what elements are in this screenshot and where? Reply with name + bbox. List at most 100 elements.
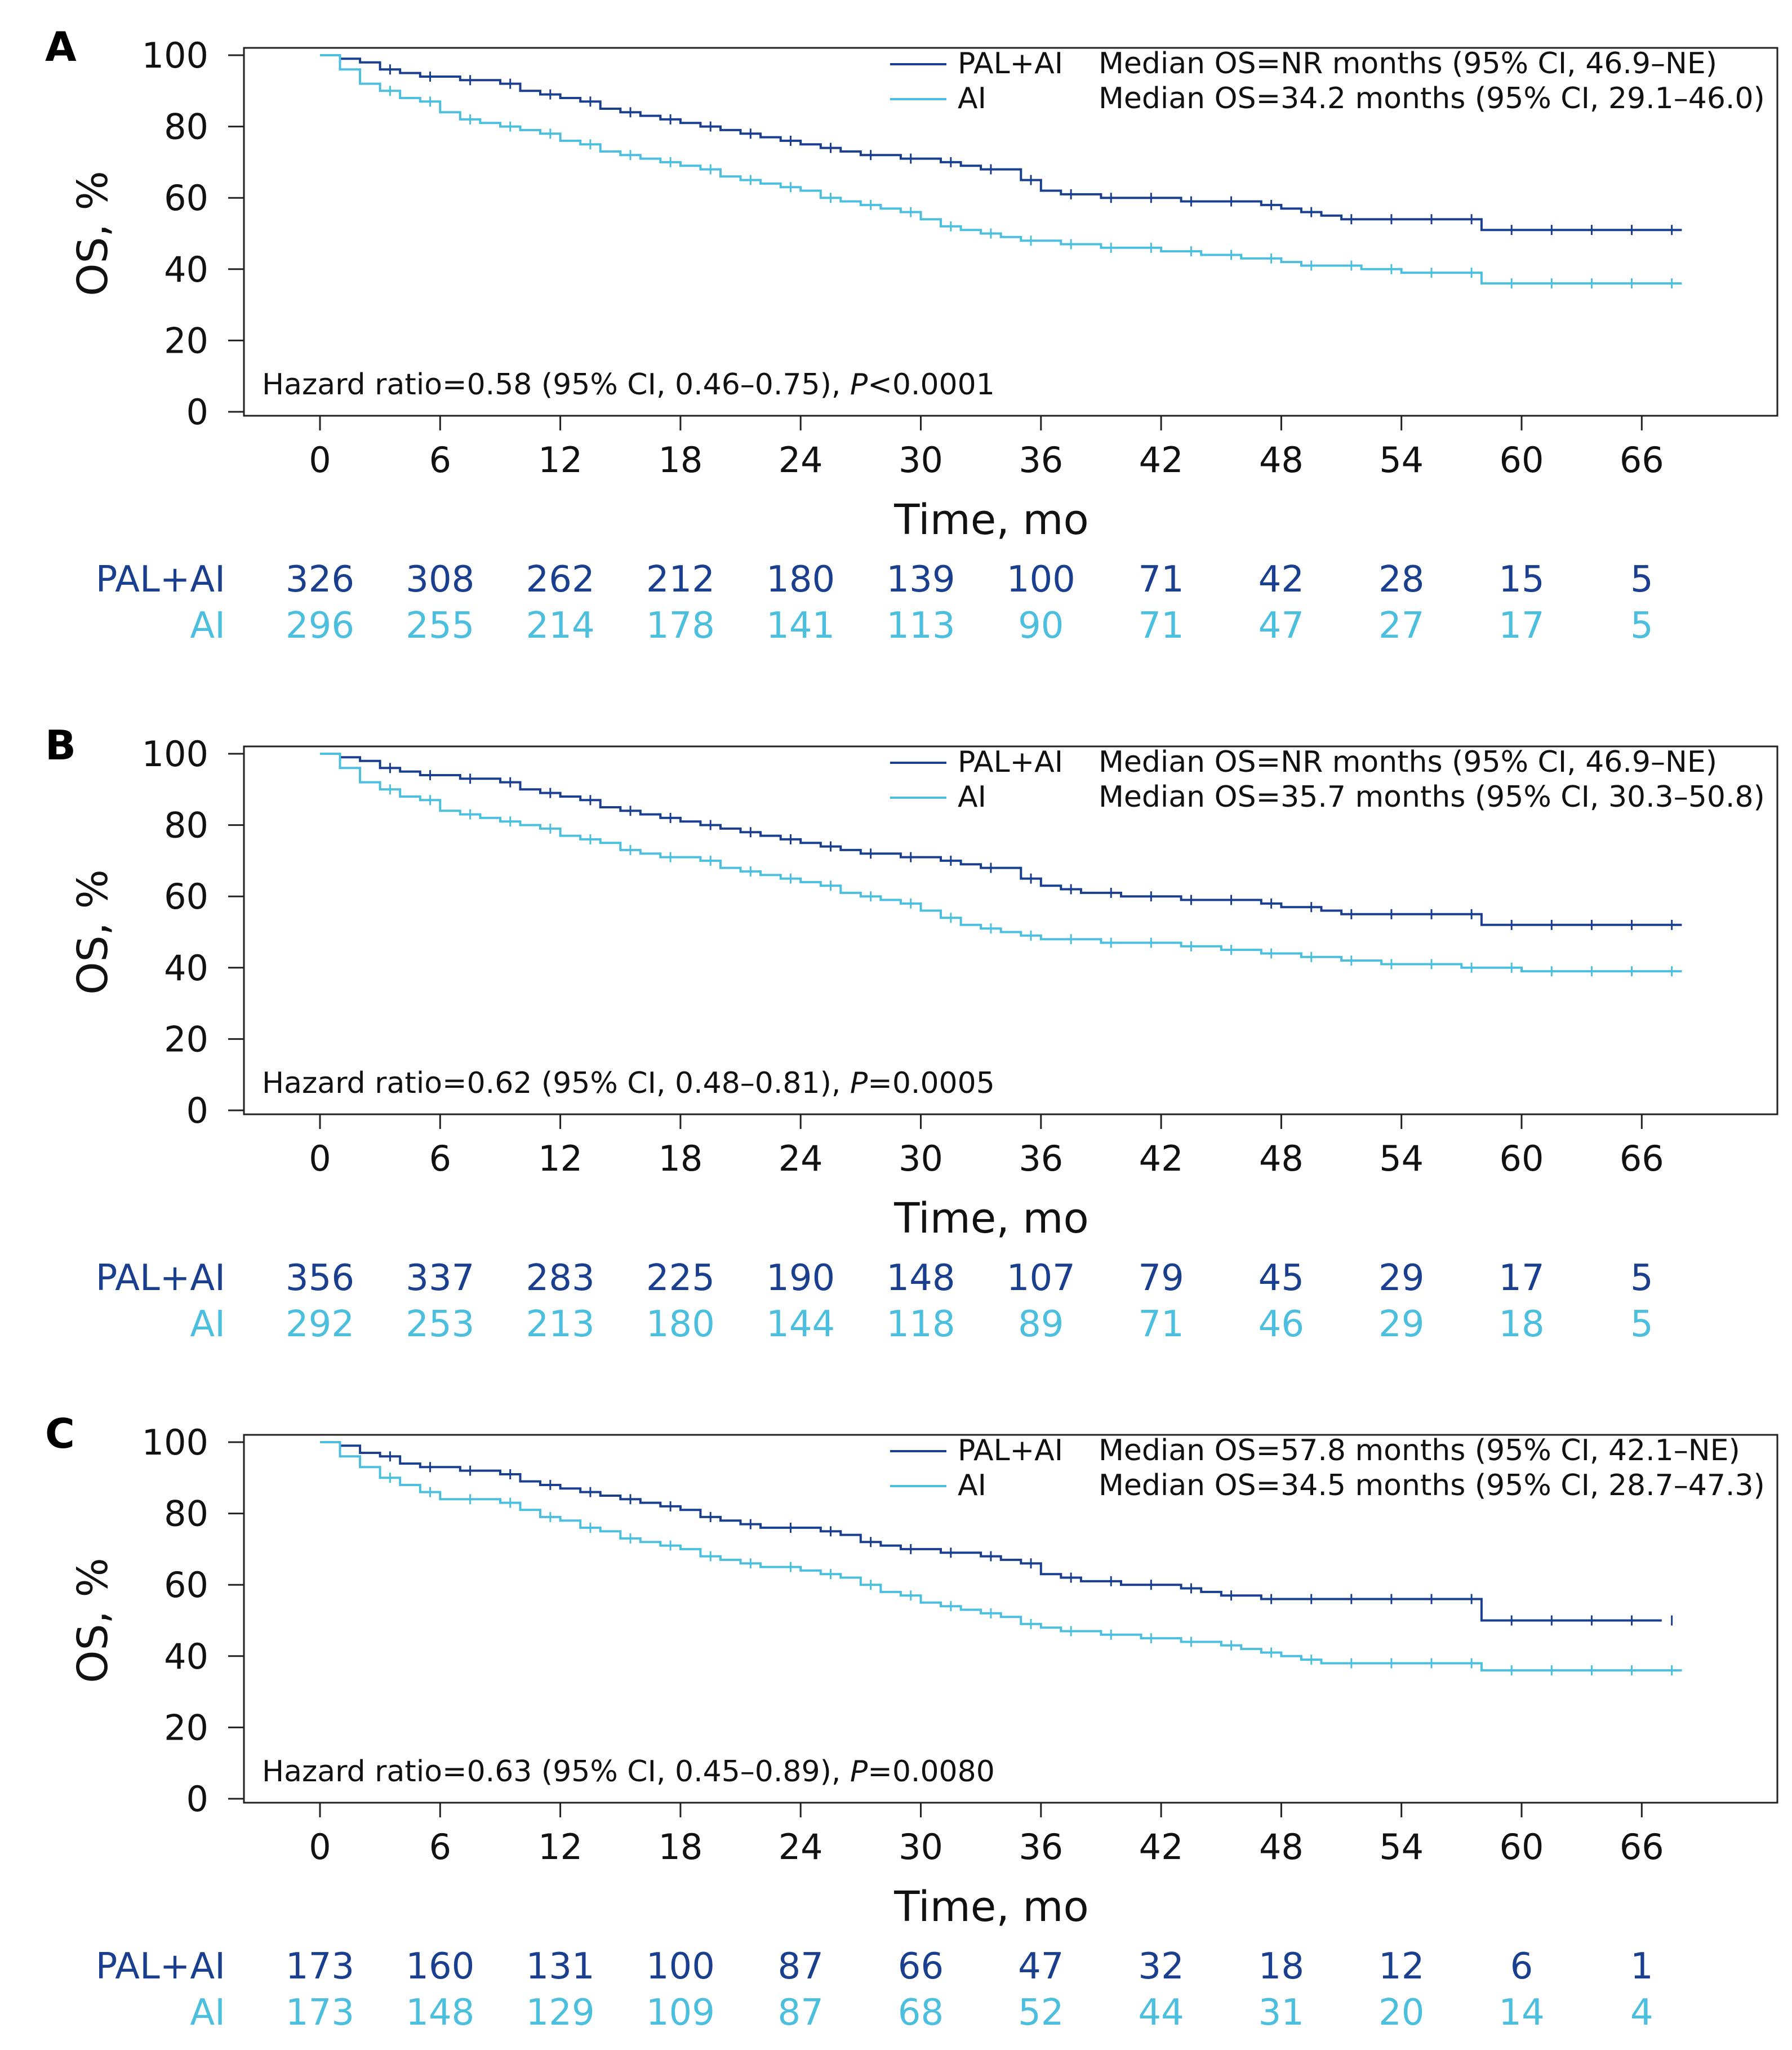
x-tick-label: 6 bbox=[429, 1826, 451, 1867]
at-risk-count: 141 bbox=[766, 605, 835, 647]
at-risk-count: 79 bbox=[1138, 1257, 1184, 1299]
at-risk-count: 178 bbox=[646, 605, 715, 647]
legend-median: Median OS=35.7 months (95% CI, 30.3–50.8… bbox=[1099, 780, 1765, 814]
y-tick-label: 80 bbox=[164, 805, 208, 846]
censor-marks-pal-ai bbox=[389, 64, 1673, 235]
at-risk-count: 5 bbox=[1630, 559, 1653, 601]
hr-p-value: <0.0001 bbox=[868, 368, 995, 402]
y-tick-label: 60 bbox=[164, 177, 208, 219]
x-tick-label: 6 bbox=[429, 439, 451, 481]
at-risk-count: 144 bbox=[766, 1304, 835, 1345]
x-tick-label: 48 bbox=[1259, 1138, 1304, 1179]
at-risk-count: 262 bbox=[526, 559, 595, 601]
at-risk-count: 71 bbox=[1138, 605, 1184, 647]
x-tick-label: 36 bbox=[1019, 1826, 1063, 1867]
y-tick-label: 60 bbox=[164, 876, 208, 917]
panel-b: B 0 20 40 60 80 100 OS, % 0 6 12 18 24 30 36 42 48 54 60 66… bbox=[45, 722, 1778, 1345]
at-risk-count: 173 bbox=[286, 1946, 354, 1987]
at-risk-count: 12 bbox=[1379, 1946, 1424, 1987]
x-tick-label: 48 bbox=[1259, 1826, 1304, 1867]
x-tick-label: 0 bbox=[309, 1138, 331, 1179]
plot-frame bbox=[243, 745, 1778, 1115]
x-tick-label: 60 bbox=[1500, 1138, 1544, 1179]
at-risk-label: AI bbox=[190, 605, 225, 647]
x-tick-label: 24 bbox=[779, 1826, 823, 1867]
at-risk-count: 190 bbox=[766, 1257, 835, 1299]
at-risk-count: 4 bbox=[1630, 1992, 1653, 2034]
at-risk-count: 1 bbox=[1630, 1946, 1653, 1987]
x-tick-label: 30 bbox=[899, 1826, 943, 1867]
at-risk-count: 47 bbox=[1259, 605, 1304, 647]
x-tick-label: 42 bbox=[1139, 1826, 1184, 1867]
at-risk-count: 337 bbox=[406, 1257, 474, 1299]
at-risk-count: 47 bbox=[1018, 1946, 1064, 1987]
hr-p-value: =0.0080 bbox=[868, 1755, 995, 1789]
x-tick-label: 54 bbox=[1379, 1826, 1424, 1867]
at-risk-count: 44 bbox=[1138, 1992, 1184, 2034]
legend-median: Median OS=NR months (95% CI, 46.9–NE) bbox=[1099, 47, 1717, 81]
at-risk-count: 212 bbox=[646, 559, 715, 601]
legend-name: AI bbox=[958, 82, 986, 115]
hr-p-label: P bbox=[850, 1755, 868, 1789]
at-risk-count: 5 bbox=[1630, 605, 1653, 647]
km-curve-ai bbox=[320, 1441, 1682, 1672]
x-tick-label: 18 bbox=[658, 439, 702, 481]
y-tick-label: 40 bbox=[164, 249, 208, 290]
x-tick-label: 18 bbox=[658, 1826, 702, 1867]
x-tick-label: 30 bbox=[899, 439, 943, 481]
at-risk-count: 71 bbox=[1138, 1304, 1184, 1345]
at-risk-count: 27 bbox=[1379, 605, 1424, 647]
km-curve-pal-ai bbox=[320, 753, 1682, 926]
y-tick-label: 0 bbox=[186, 1090, 208, 1131]
at-risk-count: 14 bbox=[1498, 1992, 1544, 2034]
x-tick-label: 18 bbox=[658, 1138, 702, 1179]
at-risk-count: 100 bbox=[646, 1946, 715, 1987]
panel-label: C bbox=[45, 1410, 75, 1457]
at-risk-count: 46 bbox=[1259, 1304, 1304, 1345]
legend-name: PAL+AI bbox=[958, 47, 1063, 81]
km-curve-ai bbox=[320, 753, 1682, 973]
x-tick-label: 12 bbox=[538, 1826, 582, 1867]
at-risk-count: 225 bbox=[646, 1257, 715, 1299]
hazard-ratio-annotation: Hazard ratio=0.62 (95% CI, 0.48–0.81), P… bbox=[262, 1066, 995, 1100]
x-tick-label: 42 bbox=[1139, 439, 1184, 481]
y-axis-title: OS, % bbox=[69, 171, 117, 296]
at-risk-label: PAL+AI bbox=[96, 1946, 225, 1987]
at-risk-count: 139 bbox=[886, 559, 955, 601]
x-tick-label: 54 bbox=[1379, 439, 1424, 481]
km-curve-pal-ai bbox=[320, 1441, 1662, 1622]
at-risk-count: 100 bbox=[1007, 559, 1075, 601]
at-risk-count: 20 bbox=[1379, 1992, 1424, 2034]
at-risk-count: 29 bbox=[1379, 1257, 1424, 1299]
at-risk-count: 68 bbox=[898, 1992, 944, 2034]
at-risk-count: 109 bbox=[646, 1992, 715, 2034]
at-risk-count: 18 bbox=[1259, 1946, 1304, 1987]
at-risk-count: 89 bbox=[1018, 1304, 1064, 1345]
y-tick-label: 20 bbox=[164, 1707, 208, 1748]
legend-name: PAL+AI bbox=[958, 1434, 1063, 1468]
censor-marks-ai bbox=[389, 1473, 1673, 1676]
at-risk-count: 52 bbox=[1018, 1992, 1064, 2034]
x-tick-label: 6 bbox=[429, 1138, 451, 1179]
legend-median: Median OS=57.8 months (95% CI, 42.1–NE) bbox=[1099, 1434, 1740, 1468]
at-risk-count: 5 bbox=[1630, 1257, 1653, 1299]
at-risk-count: 180 bbox=[646, 1304, 715, 1345]
legend-name: PAL+AI bbox=[958, 745, 1063, 779]
at-risk-count: 214 bbox=[526, 605, 595, 647]
x-tick-label: 66 bbox=[1620, 439, 1664, 481]
at-risk-count: 113 bbox=[886, 605, 955, 647]
x-tick-label: 54 bbox=[1379, 1138, 1424, 1179]
panel-label: A bbox=[45, 23, 77, 70]
at-risk-count: 45 bbox=[1259, 1257, 1304, 1299]
at-risk-count: 213 bbox=[526, 1304, 595, 1345]
y-tick-label: 100 bbox=[142, 733, 208, 775]
at-risk-count: 17 bbox=[1498, 1257, 1544, 1299]
at-risk-label: PAL+AI bbox=[96, 559, 225, 601]
y-tick-label: 40 bbox=[164, 1636, 208, 1677]
at-risk-count: 131 bbox=[526, 1946, 595, 1987]
x-tick-label: 30 bbox=[899, 1138, 943, 1179]
x-tick-label: 48 bbox=[1259, 439, 1304, 481]
x-tick-label: 36 bbox=[1019, 1138, 1063, 1179]
